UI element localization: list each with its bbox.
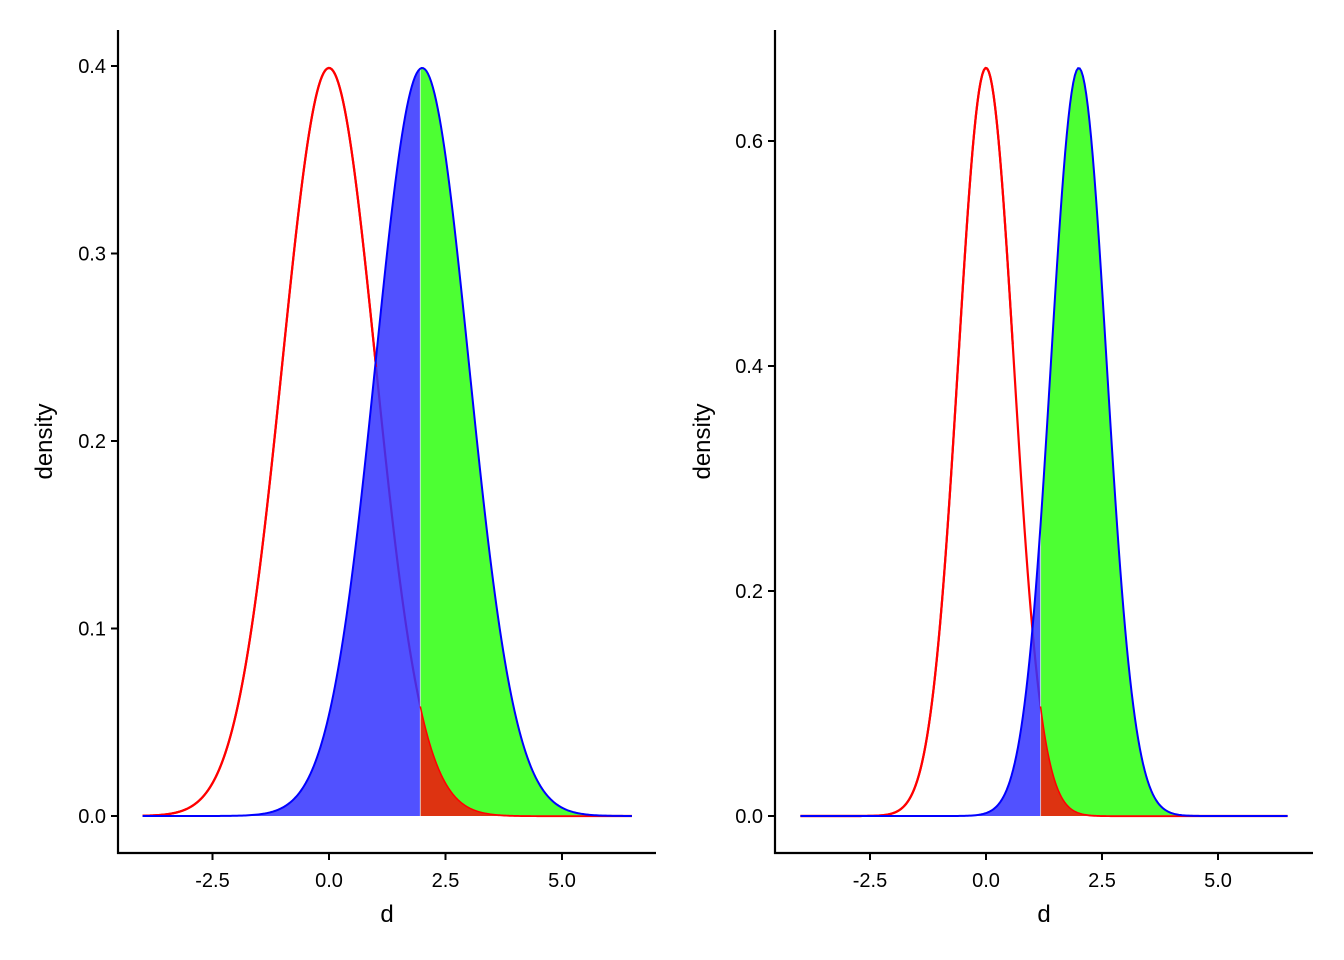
alternative-distribution-line [142, 67, 632, 817]
panel-1: -2.5 0.0 2.5 5.0 0.0 0.1 0.2 0.3 0.4 d density [31, 30, 656, 928]
power-region-fill [420, 67, 632, 817]
beta-region-fill [142, 68, 421, 816]
alpha-region-fill [1040, 706, 1288, 816]
alpha-region-fill [420, 706, 632, 816]
y-axis-label: density [31, 403, 58, 479]
x-tick-label: -2.5 [853, 870, 887, 892]
y-tick-label: 0.0 [78, 806, 106, 828]
y-tick-label: 0.4 [78, 56, 106, 78]
x-axis-label: d [1037, 901, 1050, 928]
y-tick-label: 0.2 [78, 431, 106, 453]
power-region-fill [1040, 68, 1288, 817]
y-tick-label: 0.1 [78, 619, 106, 641]
null-distribution-line-top [142, 66, 378, 817]
panel-2: -2.5 0.0 2.5 5.0 0.0 0.2 0.4 0.6 d density [689, 30, 1313, 928]
y-tick-label: 0.0 [735, 806, 763, 828]
y-tick-label: 0.6 [735, 131, 763, 153]
x-tick-label: -2.5 [195, 870, 229, 892]
alternative-distribution-line [800, 67, 1288, 817]
null-distribution-line-top [800, 66, 1014, 818]
y-tick-label: 0.3 [78, 244, 106, 266]
x-tick-label: 2.5 [1088, 870, 1116, 892]
y-axis-label: density [689, 403, 716, 479]
y-tick-label: 0.4 [735, 356, 763, 378]
y-tick-label: 0.2 [735, 581, 763, 603]
x-tick-label: 5.0 [548, 870, 576, 892]
x-tick-label: 0.0 [972, 870, 1000, 892]
x-tick-label: 0.0 [315, 870, 343, 892]
x-tick-label: 2.5 [432, 870, 460, 892]
x-axis-label: d [380, 901, 393, 928]
beta-region-fill [800, 524, 1041, 816]
x-tick-label: 5.0 [1204, 870, 1232, 892]
